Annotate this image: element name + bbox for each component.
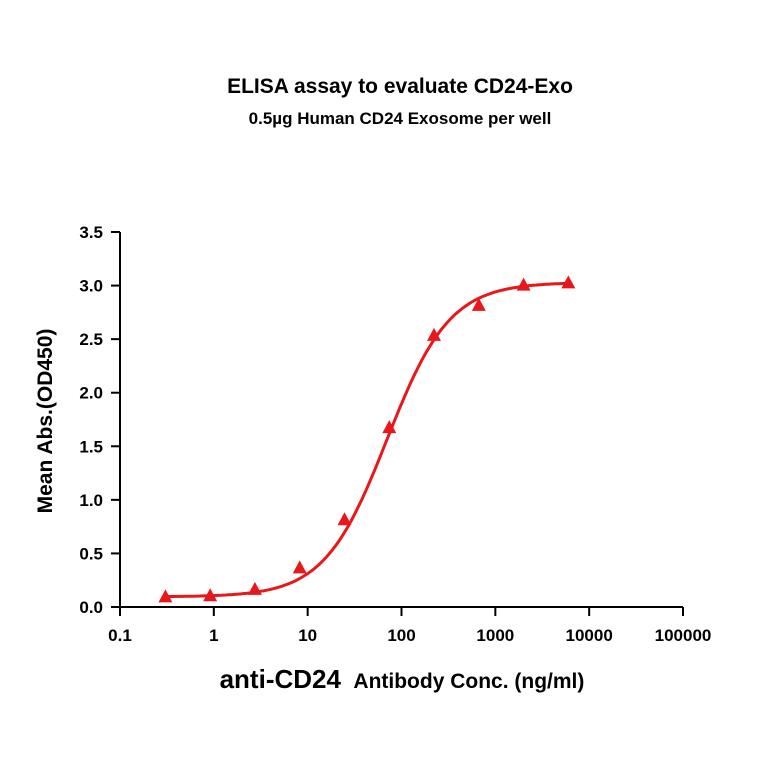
- data-point-triangle: [247, 581, 262, 595]
- data-point-triangle: [471, 297, 486, 311]
- x-axis-label-rest: Antibody Conc. (ng/ml): [353, 670, 584, 693]
- y-axis-label: Mean Abs.(OD450): [34, 329, 57, 514]
- data-point-triangle: [292, 560, 307, 574]
- data-point-triangle: [203, 588, 218, 602]
- chart-subtitle: 0.5µg Human CD24 Exosome per well: [249, 109, 552, 128]
- y-tick-label: 0.0: [79, 598, 103, 617]
- x-tick-label: 10000: [566, 626, 613, 645]
- chart-title: ELISA assay to evaluate CD24-Exo: [227, 75, 573, 98]
- y-tick-label: 1.0: [79, 491, 103, 510]
- x-axis-label-main: anti-CD24: [220, 664, 342, 694]
- y-axis-ticks: 0.0 0.5 1.0 1.5 2.0 2.5 3.0 3.5: [79, 223, 120, 617]
- x-tick-label: 0.1: [108, 626, 132, 645]
- data-point-triangle: [382, 420, 397, 434]
- y-tick-label: 3.5: [79, 223, 103, 242]
- x-axis-label: anti-CD24 Antibody Conc. (ng/ml): [220, 664, 585, 694]
- data-point-triangle: [561, 275, 576, 289]
- data-point-triangle: [158, 589, 173, 603]
- x-tick-label: 100: [387, 626, 415, 645]
- y-tick-label: 2.0: [79, 384, 103, 403]
- x-axis-ticks: 0.1 1 10 100 1000 10000 100000: [108, 607, 711, 645]
- axes: [119, 232, 683, 608]
- data-point-triangle: [516, 277, 531, 291]
- data-points: [158, 275, 576, 603]
- x-tick-label: 100000: [655, 626, 712, 645]
- y-tick-label: 1.5: [79, 437, 103, 456]
- fit-curve: [165, 281, 569, 599]
- x-tick-label: 10: [298, 626, 317, 645]
- x-tick-label: 1: [209, 626, 218, 645]
- y-tick-label: 0.5: [79, 544, 103, 563]
- y-tick-label: 3.0: [79, 277, 103, 296]
- data-point-triangle: [426, 327, 441, 341]
- x-tick-label: 1000: [476, 626, 514, 645]
- y-tick-label: 2.5: [79, 330, 103, 349]
- data-point-triangle: [337, 512, 352, 526]
